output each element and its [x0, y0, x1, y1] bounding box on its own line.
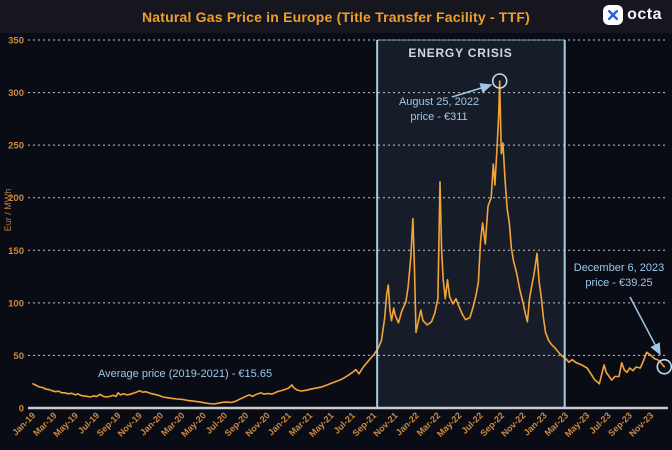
- average-price-annotation: Average price (2019-2021) - €15.65: [98, 368, 273, 380]
- chart-header: Natural Gas Price in Europe (Title Trans…: [0, 0, 672, 33]
- peak-annotation-price: price - €311: [410, 111, 468, 123]
- end-annotation-date: December 6, 2023: [573, 262, 665, 274]
- y-tick-label: 350: [8, 36, 24, 47]
- x-tick-label: Nov-19: [116, 410, 144, 438]
- peak-annotation: August 25, 2022 price - €311: [388, 95, 490, 125]
- y-axis-title: Eur / MWh: [3, 188, 13, 232]
- energy-crisis-region: [377, 40, 565, 407]
- end-marker-circle: [656, 358, 672, 375]
- y-tick-label: 0: [19, 404, 24, 415]
- energy-crisis-label: ENERGY CRISIS: [408, 46, 513, 60]
- x-tick-label: Nov-23: [627, 410, 655, 438]
- y-tick-label: 250: [8, 141, 24, 152]
- octa-brand-text: octa: [627, 6, 662, 23]
- peak-annotation-arrow: [451, 83, 493, 98]
- chart-title: Natural Gas Price in Europe (Title Trans…: [141, 8, 531, 25]
- x-tick-label: Nov-20: [244, 410, 272, 438]
- end-annotation: December 6, 2023 price - €39.25: [568, 261, 670, 291]
- octa-x-icon: [603, 5, 624, 25]
- energy-crisis-border: [376, 40, 566, 407]
- peak-marker-circle: [491, 73, 508, 89]
- price-series-line: [32, 80, 666, 405]
- end-annotation-price: price - €39.25: [585, 277, 653, 289]
- y-tick-label: 50: [13, 351, 24, 362]
- x-tick-label: Nov-21: [371, 410, 399, 438]
- x-tick-label: Nov-22: [499, 410, 527, 438]
- y-tick-label: 100: [8, 298, 24, 309]
- end-annotation-arrow: [629, 296, 661, 356]
- y-tick-label: 150: [8, 246, 24, 257]
- peak-annotation-date: August 25, 2022: [398, 96, 480, 108]
- y-tick-label: 300: [8, 88, 24, 99]
- octa-logo: octa: [603, 5, 662, 25]
- y-tick-label: 200: [8, 193, 24, 204]
